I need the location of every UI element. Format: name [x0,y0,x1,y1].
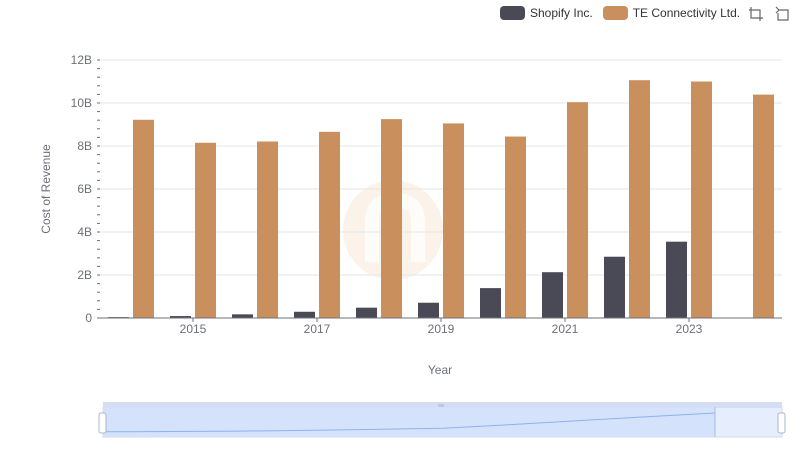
slider-selection[interactable] [103,407,715,437]
y-tick-label: 10B [71,96,92,110]
bar-te-connectivity-2019[interactable] [443,123,464,318]
legend-label-te-connectivity: TE Connectivity Ltd. [632,6,741,20]
x-tick-label: 2021 [552,322,579,336]
bar-shopify-2023[interactable] [666,241,687,318]
bar-shopify-2020[interactable] [480,288,501,318]
bar-shopify-2018[interactable] [356,307,377,318]
y-tick-label: 2B [77,268,92,282]
bar-te-connectivity-2020[interactable] [505,136,526,318]
bar-te-connectivity-2024[interactable] [753,94,774,319]
x-tick-label: 2019 [428,322,455,336]
bar-shopify-2019[interactable] [418,302,439,318]
bar-te-connectivity-2014[interactable] [133,119,154,319]
y-tick-label: 0 [85,311,92,325]
y-tick-label: 4B [77,225,92,239]
x-tick-label: 2023 [676,322,703,336]
x-tick-label: 2017 [304,322,331,336]
y-tick-label: 12B [71,53,92,67]
legend: Shopify Inc. TE Connectivity Ltd. [500,3,750,23]
bar-shopify-2016[interactable] [232,314,253,318]
bar-shopify-2021[interactable] [542,272,563,318]
slider-handle-left[interactable] [98,412,107,434]
legend-item-te-connectivity[interactable]: TE Connectivity Ltd. [602,6,741,20]
y-tick-label: 6B [77,182,92,196]
y-tick-label: 8B [77,139,92,153]
bar-te-connectivity-2022[interactable] [629,80,650,319]
legend-swatch-te-connectivity [602,6,628,20]
bar-te-connectivity-2016[interactable] [257,141,278,318]
bar-shopify-2015[interactable] [170,316,191,318]
bar-te-connectivity-2023[interactable] [691,81,712,319]
slider-top-bar[interactable] [103,402,782,408]
bar-te-connectivity-2015[interactable] [195,142,216,318]
data-zoom-slider[interactable] [98,402,786,438]
bars [108,80,774,319]
y-axis: 0 2B 4B 6B 8B 10B 12B [71,53,100,325]
bar-shopify-2022[interactable] [604,256,625,318]
zoom-reset-icon[interactable] [774,6,790,22]
bar-shopify-2017[interactable] [294,311,315,318]
x-axis: 2015 2017 2019 2021 2023 [100,317,782,336]
y-axis-title: Cost of Revenue [39,144,53,234]
bar-te-connectivity-2018[interactable] [381,119,402,318]
legend-swatch-shopify [500,6,525,20]
slider-handle-right[interactable] [777,412,786,434]
slider-trend-line [102,412,716,433]
x-axis-title: Year [428,363,452,377]
bar-te-connectivity-2021[interactable] [567,102,588,318]
zoom-select-icon[interactable] [748,6,764,22]
bar-te-connectivity-2017[interactable] [319,131,340,318]
x-tick-label: 2015 [180,322,207,336]
legend-label-shopify: Shopify Inc. [530,6,593,20]
legend-item-shopify[interactable]: Shopify Inc. [500,6,593,20]
slider-grip-icon[interactable] [438,404,444,407]
